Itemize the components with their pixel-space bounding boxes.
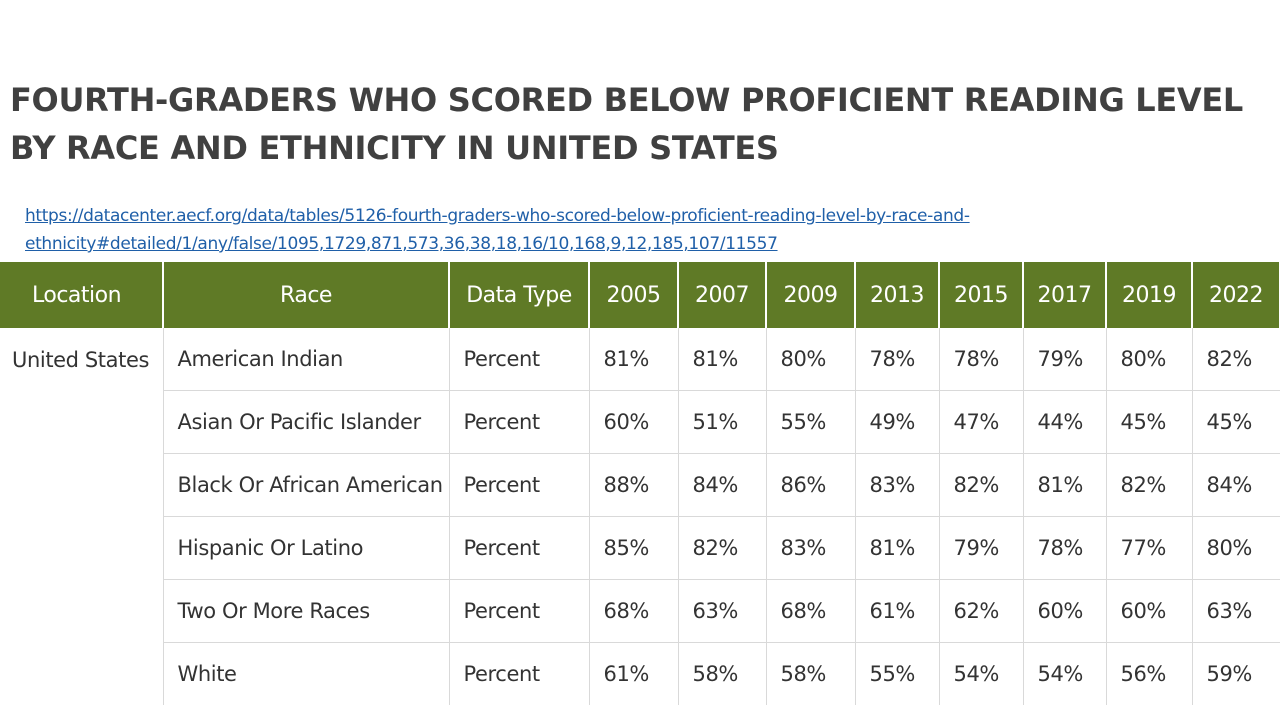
value-cell: 84%	[1192, 453, 1280, 517]
column-header-data-type: Data Type	[449, 262, 590, 328]
value-cell: 82%	[678, 516, 767, 580]
data-type-cell: Percent	[449, 453, 590, 517]
value-cell: 79%	[939, 516, 1024, 580]
title-line-1: FOURTH-GRADERS WHO SCORED BELOW PROFICIE…	[10, 81, 1244, 119]
column-header-2009: 2009	[766, 262, 856, 328]
value-cell: 55%	[766, 390, 856, 454]
value-cell: 88%	[589, 453, 679, 517]
column-header-2005: 2005	[589, 262, 679, 328]
column-header-location: Location	[0, 262, 164, 328]
data-type-cell: Percent	[449, 642, 590, 705]
value-cell: 47%	[939, 390, 1024, 454]
value-cell: 81%	[855, 516, 940, 580]
value-cell: 54%	[939, 642, 1024, 705]
table-row: United States American Indian Percent 81…	[0, 328, 1280, 705]
value-cell: 45%	[1192, 390, 1280, 454]
race-cell: Hispanic Or Latino	[163, 516, 450, 580]
table-row: White Percent 61% 58% 58% 55% 54% 54% 56…	[0, 642, 1280, 705]
value-cell: 63%	[678, 579, 767, 643]
value-cell: 63%	[1192, 579, 1280, 643]
data-type-cell: Percent	[449, 579, 590, 643]
value-cell: 68%	[766, 579, 856, 643]
source-link-line-2: ethnicity#detailed/1/any/false/1095,1729…	[25, 234, 778, 254]
table-row: Black Or African American Percent 88% 84…	[0, 453, 1280, 517]
value-cell: 82%	[1106, 453, 1193, 517]
value-cell: 78%	[939, 328, 1024, 391]
column-header-2013: 2013	[855, 262, 940, 328]
value-cell: 78%	[1023, 516, 1107, 580]
column-header-2017: 2017	[1023, 262, 1107, 328]
value-cell: 51%	[678, 390, 767, 454]
column-header-race: Race	[163, 262, 450, 328]
race-cell: Black Or African American	[163, 453, 450, 517]
value-cell: 82%	[1192, 328, 1280, 391]
table-row: Two Or More Races Percent 68% 63% 68% 61…	[0, 579, 1280, 643]
value-cell: 61%	[589, 642, 679, 705]
source-link-line-1: https://datacenter.aecf.org/data/tables/…	[25, 206, 970, 226]
race-cell: American Indian	[163, 328, 450, 391]
value-cell: 55%	[855, 642, 940, 705]
location-cell: United States	[0, 328, 164, 705]
value-cell: 61%	[855, 579, 940, 643]
title-line-2: BY RACE AND ETHNICITY IN UNITED STATES	[10, 129, 779, 167]
value-cell: 83%	[855, 453, 940, 517]
value-cell: 60%	[589, 390, 679, 454]
data-type-cell: Percent	[449, 516, 590, 580]
value-cell: 60%	[1023, 579, 1107, 643]
column-header-2022: 2022	[1192, 262, 1280, 328]
value-cell: 49%	[855, 390, 940, 454]
value-cell: 60%	[1106, 579, 1193, 643]
value-cell: 56%	[1106, 642, 1193, 705]
source-link[interactable]: https://datacenter.aecf.org/data/tables/…	[25, 202, 1225, 258]
value-cell: 44%	[1023, 390, 1107, 454]
value-cell: 80%	[766, 328, 856, 391]
value-cell: 79%	[1023, 328, 1107, 391]
data-table: Location Race Data Type 2005 2007 2009 2…	[0, 262, 1280, 705]
column-header-2007: 2007	[678, 262, 767, 328]
race-cell: White	[163, 642, 450, 705]
value-cell: 54%	[1023, 642, 1107, 705]
value-cell: 84%	[678, 453, 767, 517]
value-cell: 68%	[589, 579, 679, 643]
value-cell: 58%	[766, 642, 856, 705]
value-cell: 83%	[766, 516, 856, 580]
race-cell: Two Or More Races	[163, 579, 450, 643]
value-cell: 59%	[1192, 642, 1280, 705]
value-cell: 81%	[589, 328, 679, 391]
value-cell: 62%	[939, 579, 1024, 643]
value-cell: 45%	[1106, 390, 1193, 454]
value-cell: 80%	[1192, 516, 1280, 580]
value-cell: 78%	[855, 328, 940, 391]
value-cell: 85%	[589, 516, 679, 580]
table-row: Hispanic Or Latino Percent 85% 82% 83% 8…	[0, 516, 1280, 580]
value-cell: 81%	[1023, 453, 1107, 517]
table-row: Asian Or Pacific Islander Percent 60% 51…	[0, 390, 1280, 454]
column-header-2015: 2015	[939, 262, 1024, 328]
column-header-2019: 2019	[1106, 262, 1193, 328]
header-row: Location Race Data Type 2005 2007 2009 2…	[0, 262, 1280, 328]
value-cell: 80%	[1106, 328, 1193, 391]
slide-title: FOURTH-GRADERS WHO SCORED BELOW PROFICIE…	[10, 76, 1270, 172]
data-type-cell: Percent	[449, 328, 590, 391]
value-cell: 77%	[1106, 516, 1193, 580]
value-cell: 82%	[939, 453, 1024, 517]
data-type-cell: Percent	[449, 390, 590, 454]
value-cell: 58%	[678, 642, 767, 705]
race-cell: Asian Or Pacific Islander	[163, 390, 450, 454]
value-cell: 81%	[678, 328, 767, 391]
value-cell: 86%	[766, 453, 856, 517]
